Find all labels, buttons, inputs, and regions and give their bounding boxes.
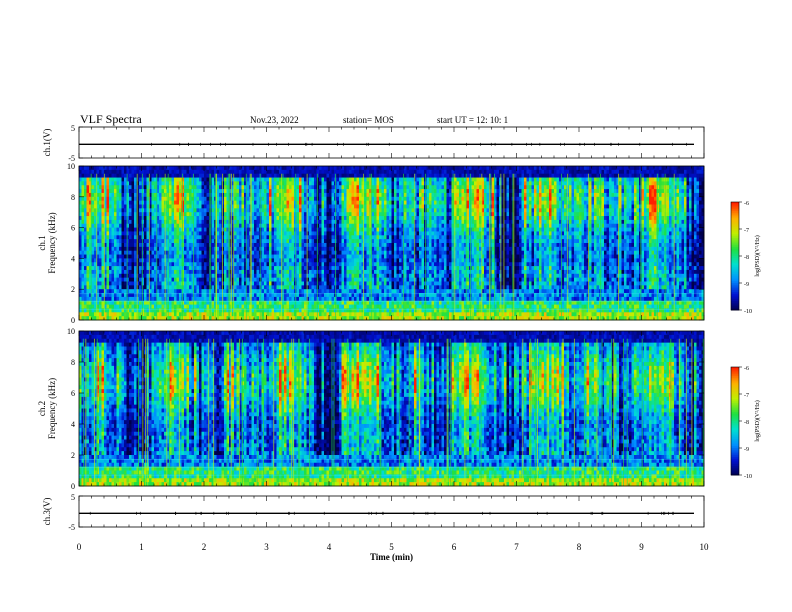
figure-title: VLF Spectra	[80, 112, 142, 126]
xtick-9: 9	[639, 542, 644, 552]
xtick-6: 6	[452, 542, 457, 552]
ch2-colorbar-tick-4: -10	[744, 474, 752, 480]
ch3-wave-ylabel: ch.3(V)	[42, 498, 52, 526]
ch1-colorbar-label: log(PSD)(V²/Hz)	[754, 235, 761, 276]
date-label: Nov.23, 2022	[250, 115, 299, 125]
ch2-spec-ytick-10: 10	[67, 327, 75, 336]
ch1-spec-cells	[79, 166, 705, 321]
ch1-colorbar: -6 -7 -8 -9 -10 log(PSD)(V²/Hz)	[730, 201, 761, 315]
ch1-spec-ylabel: ch.1Frequency (kHz)	[37, 212, 57, 273]
ch2-spec-ytick-2: 2	[71, 451, 75, 460]
ch1-spec-ytick-10: 10	[67, 162, 75, 171]
ch1-colorbar-tick-4: -10	[744, 309, 752, 315]
ch1-spec-ytick-8: 8	[71, 193, 75, 202]
ch2-colorbar: -6 -7 -8 -9 -10 log(PSD)(V²/Hz)	[730, 366, 761, 480]
station-label: station= MOS	[343, 115, 394, 125]
ch1-colorbar-tick-2: -8	[744, 255, 749, 261]
xtick-7: 7	[514, 542, 519, 552]
ch1-colorbar-tick-0: -6	[744, 201, 749, 207]
xtick-1: 1	[139, 542, 144, 552]
ch2-colorbar-tick-1: -7	[744, 393, 749, 399]
ch1-spec-ytick-6: 6	[71, 224, 75, 233]
ch2-colorbar-label: log(PSD)(V²/Hz)	[754, 400, 761, 441]
ch2-spec-ylabel: ch.2Frequency (kHz)	[37, 378, 57, 439]
ch1-spec-ytick-0: 0	[71, 316, 75, 325]
xtick-3: 3	[264, 542, 269, 552]
xtick-10: 10	[700, 542, 710, 552]
ch2-spec-ytick-4: 4	[71, 420, 75, 429]
ch3-wave-ytick-max: 5	[71, 493, 75, 502]
ch1-wave-ytick-max: 5	[71, 124, 75, 133]
x-axis-label: Time (min)	[370, 552, 413, 562]
ch2-spectrogram-panel: 0 2 4 6 8 10 ch.2Frequency (kHz)	[37, 327, 705, 491]
ch1-spec-ytick-2: 2	[71, 285, 75, 294]
ch1-spectrogram-panel: 0 2 4 6 8 10 ch.1Frequency (kHz)	[37, 162, 705, 325]
xtick-4: 4	[327, 542, 332, 552]
ch1-wave-ylabel: ch.1(V)	[42, 129, 52, 157]
ch2-spec-ytick-0: 0	[71, 482, 75, 491]
ch2-spec-ytick-8: 8	[71, 358, 75, 367]
ch1-colorbar-tick-3: -9	[744, 282, 749, 288]
xtick-5: 5	[389, 542, 394, 552]
ch2-spec-cells	[79, 331, 705, 487]
ch3-waveform-panel: 5 -5 ch.3(V)	[42, 493, 705, 532]
xtick-8: 8	[577, 542, 582, 552]
ch1-waveform-panel: 5 -5 ch.1(V)	[42, 124, 705, 163]
ch1-spec-ytick-4: 4	[71, 254, 75, 263]
ch3-wave-ytick-min: -5	[68, 523, 75, 532]
ch2-colorbar-tick-0: -6	[744, 366, 749, 372]
xtick-0: 0	[77, 542, 82, 552]
start-time-label: start UT = 12: 10: 1	[437, 115, 508, 125]
ch2-spec-ytick-6: 6	[71, 389, 75, 398]
time-axis: 0 1 2 3 4 5 6 7 8 9 10 Time (min)	[77, 542, 709, 562]
ch1-wave-ytick-min: -5	[68, 154, 75, 163]
xtick-2: 2	[202, 542, 207, 552]
ch1-colorbar-tick-1: -7	[744, 228, 749, 234]
ch2-colorbar-tick-2: -8	[744, 420, 749, 426]
ch2-colorbar-tick-3: -9	[744, 447, 749, 453]
